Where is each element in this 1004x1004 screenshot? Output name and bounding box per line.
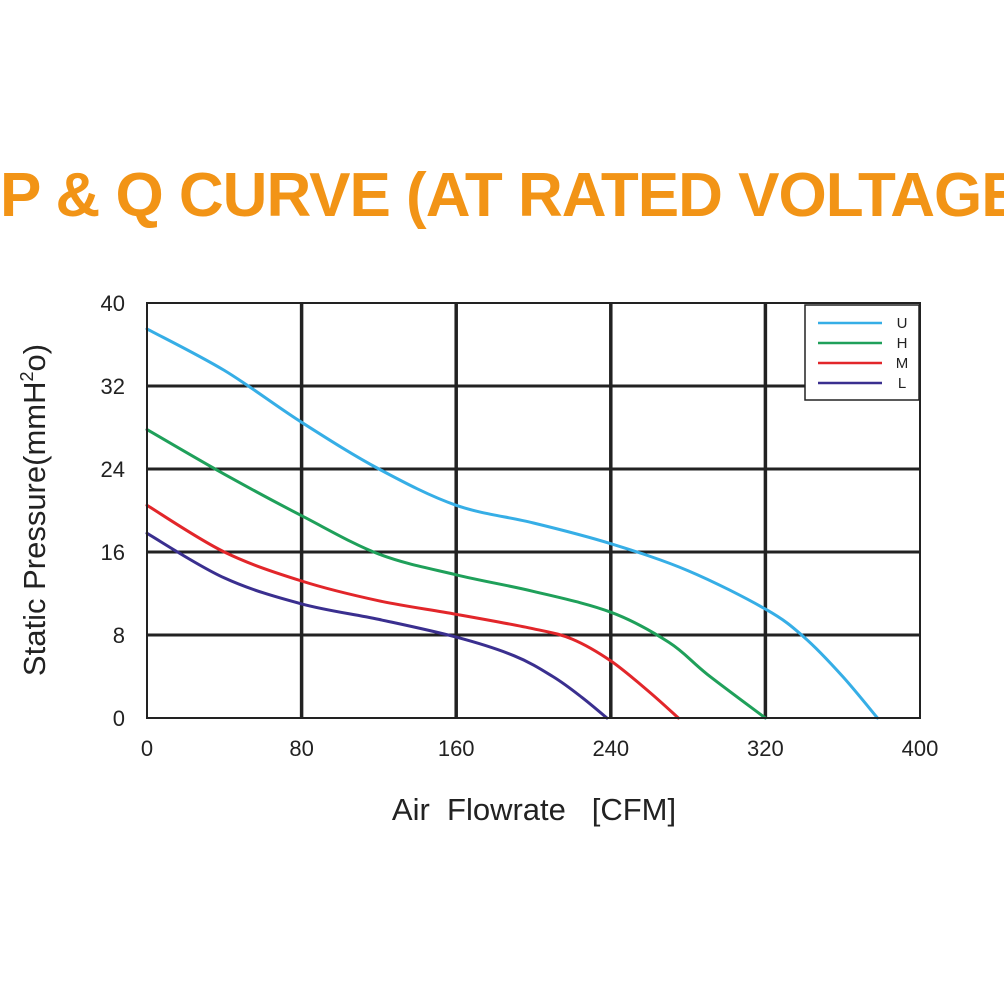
y-axis-title: Static Pressure(mmH2o): [17, 344, 52, 676]
series-line-l: [145, 531, 609, 720]
plot-frame: [146, 302, 921, 719]
curves: [145, 327, 879, 720]
x-axis-title: Air Flowrate [CFM]: [392, 792, 676, 827]
legend-label-u: U: [897, 315, 908, 332]
x-tick-labels: 0 80 160 240 320 400: [141, 736, 938, 761]
chart-title: P & Q CURVE (AT RATED VOLTAGE): [0, 161, 1004, 230]
y-tick-label: 32: [101, 374, 125, 399]
x-tick-label: 400: [902, 736, 939, 761]
legend-label-h: H: [897, 335, 908, 352]
series-line-m: [145, 503, 680, 720]
y-tick-label: 16: [101, 540, 125, 565]
y-axis-title-sup: 2: [17, 372, 37, 382]
y-tick-labels: 0 8 16 24 32 40: [101, 291, 125, 731]
x-tick-label: 160: [438, 736, 475, 761]
y-axis-title-main: Static Pressure(mmH: [17, 382, 52, 677]
y-tick-label: 0: [113, 706, 125, 731]
y-tick-label: 40: [101, 291, 125, 316]
series-line-h: [145, 428, 767, 720]
grid-lines: [147, 303, 920, 718]
x-tick-label: 320: [747, 736, 784, 761]
x-tick-label: 240: [592, 736, 629, 761]
x-tick-label: 80: [289, 736, 313, 761]
legend-label-m: M: [896, 355, 909, 372]
series-line-u: [145, 327, 879, 720]
legend-label-l: L: [898, 375, 906, 392]
x-tick-label: 0: [141, 736, 153, 761]
y-axis-title-end: o): [17, 344, 52, 372]
y-tick-label: 24: [101, 457, 125, 482]
y-tick-label: 8: [113, 623, 125, 648]
